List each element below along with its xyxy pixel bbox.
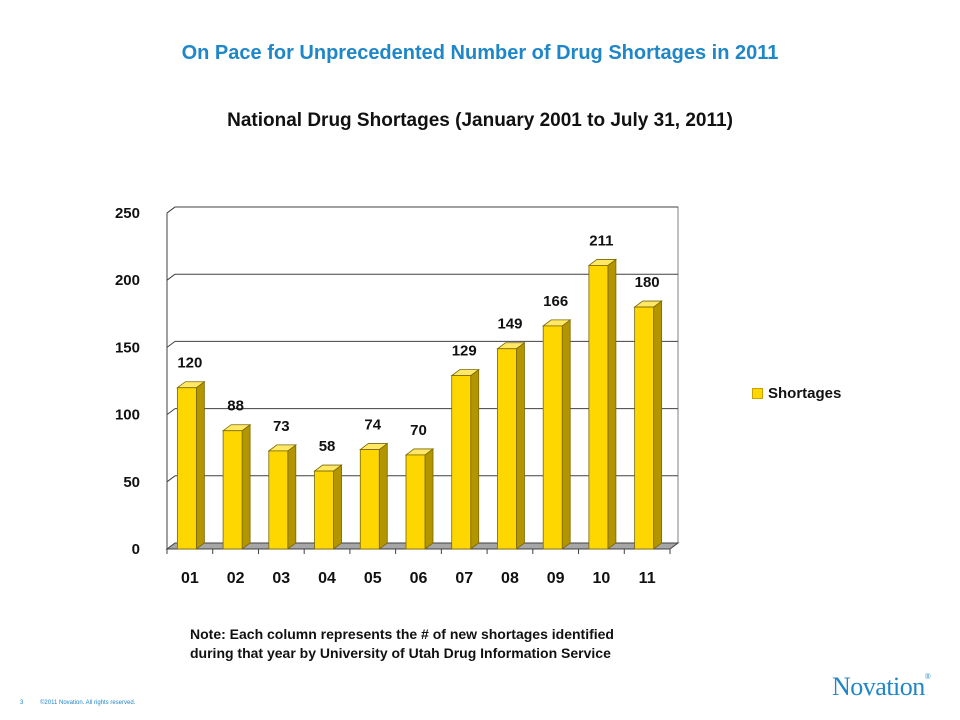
data-label-05: 74: [364, 417, 381, 434]
data-label-11: 180: [635, 274, 660, 291]
bar-06: [405, 454, 426, 550]
bar-side-03: [287, 444, 297, 550]
bar-side-07: [470, 368, 480, 550]
y-tick-label-150: 150: [115, 339, 140, 356]
y-tick-label-250: 250: [115, 205, 140, 222]
x-tick-label-01: 01: [181, 570, 199, 587]
novation-logo: Novation®: [832, 672, 931, 702]
bar-08: [497, 348, 517, 550]
bar-10: [588, 265, 609, 550]
x-tick-label-07: 07: [455, 570, 473, 587]
copyright: ©2011 Novation. All rights reserved.: [40, 700, 136, 706]
slide-title: On Pace for Unprecedented Number of Drug…: [181, 42, 779, 64]
bar-side-11: [653, 300, 663, 550]
bar-05: [359, 449, 380, 550]
x-tick-label-09: 09: [547, 570, 565, 587]
y-tick-label-50: 50: [123, 474, 140, 491]
data-label-03: 73: [273, 418, 290, 435]
data-label-09: 166: [543, 293, 568, 310]
data-label-02: 88: [227, 398, 244, 415]
bar-04: [314, 470, 334, 550]
data-label-06: 70: [410, 422, 427, 439]
x-tick-label-03: 03: [272, 570, 290, 587]
bar-side-06: [424, 448, 434, 550]
logo-text: Novation: [832, 672, 925, 701]
gridline-diag-100: [166, 408, 176, 416]
bar-side-08: [516, 341, 525, 550]
bar-03: [268, 450, 289, 550]
bar-side-05: [378, 442, 388, 550]
x-tick-label-02: 02: [227, 570, 245, 587]
x-tick-label-06: 06: [410, 570, 428, 587]
y-tick-label-0: 0: [132, 541, 140, 558]
bar-side-04: [333, 464, 342, 550]
bar-side-09: [561, 319, 571, 550]
x-tick-label-05: 05: [364, 570, 382, 587]
data-label-04: 58: [319, 438, 336, 455]
data-label-08: 149: [497, 316, 522, 333]
bar-side-01: [195, 380, 205, 550]
note-line-1: Note: Each column represents the # of ne…: [190, 626, 614, 642]
y-tick-label-100: 100: [115, 407, 140, 424]
bar-07: [451, 375, 472, 550]
bar-11: [634, 306, 655, 550]
gridline-diag-50: [166, 475, 176, 483]
gridline-diag-250: [166, 206, 176, 214]
note-line-2: during that year by University of Utah D…: [190, 645, 611, 661]
chart-note: Note: Each column represents the # of ne…: [190, 625, 810, 663]
x-tick-label-04: 04: [318, 570, 336, 587]
x-tick-label-11: 11: [639, 570, 656, 587]
y-tick-label-200: 200: [115, 272, 140, 289]
gridline-diag-150: [166, 340, 176, 348]
data-label-01: 120: [177, 355, 202, 372]
gridline-diag-200: [166, 273, 176, 281]
bar-02: [222, 430, 243, 550]
data-label-07: 129: [452, 343, 477, 360]
legend: Shortages: [752, 385, 841, 402]
x-tick-label-08: 08: [501, 570, 519, 587]
data-label-10: 211: [589, 232, 613, 249]
logo-registered-mark: ®: [924, 672, 931, 681]
legend-swatch: [752, 388, 763, 399]
x-tick-label-10: 10: [593, 570, 611, 587]
legend-label: Shortages: [768, 385, 842, 402]
bar-side-10: [607, 258, 617, 550]
bar-01: [176, 387, 197, 550]
bar-side-02: [241, 423, 251, 550]
bar-09: [542, 325, 563, 550]
chart-title: National Drug Shortages (January 2001 to…: [227, 110, 733, 131]
page-number: 3: [20, 700, 24, 706]
